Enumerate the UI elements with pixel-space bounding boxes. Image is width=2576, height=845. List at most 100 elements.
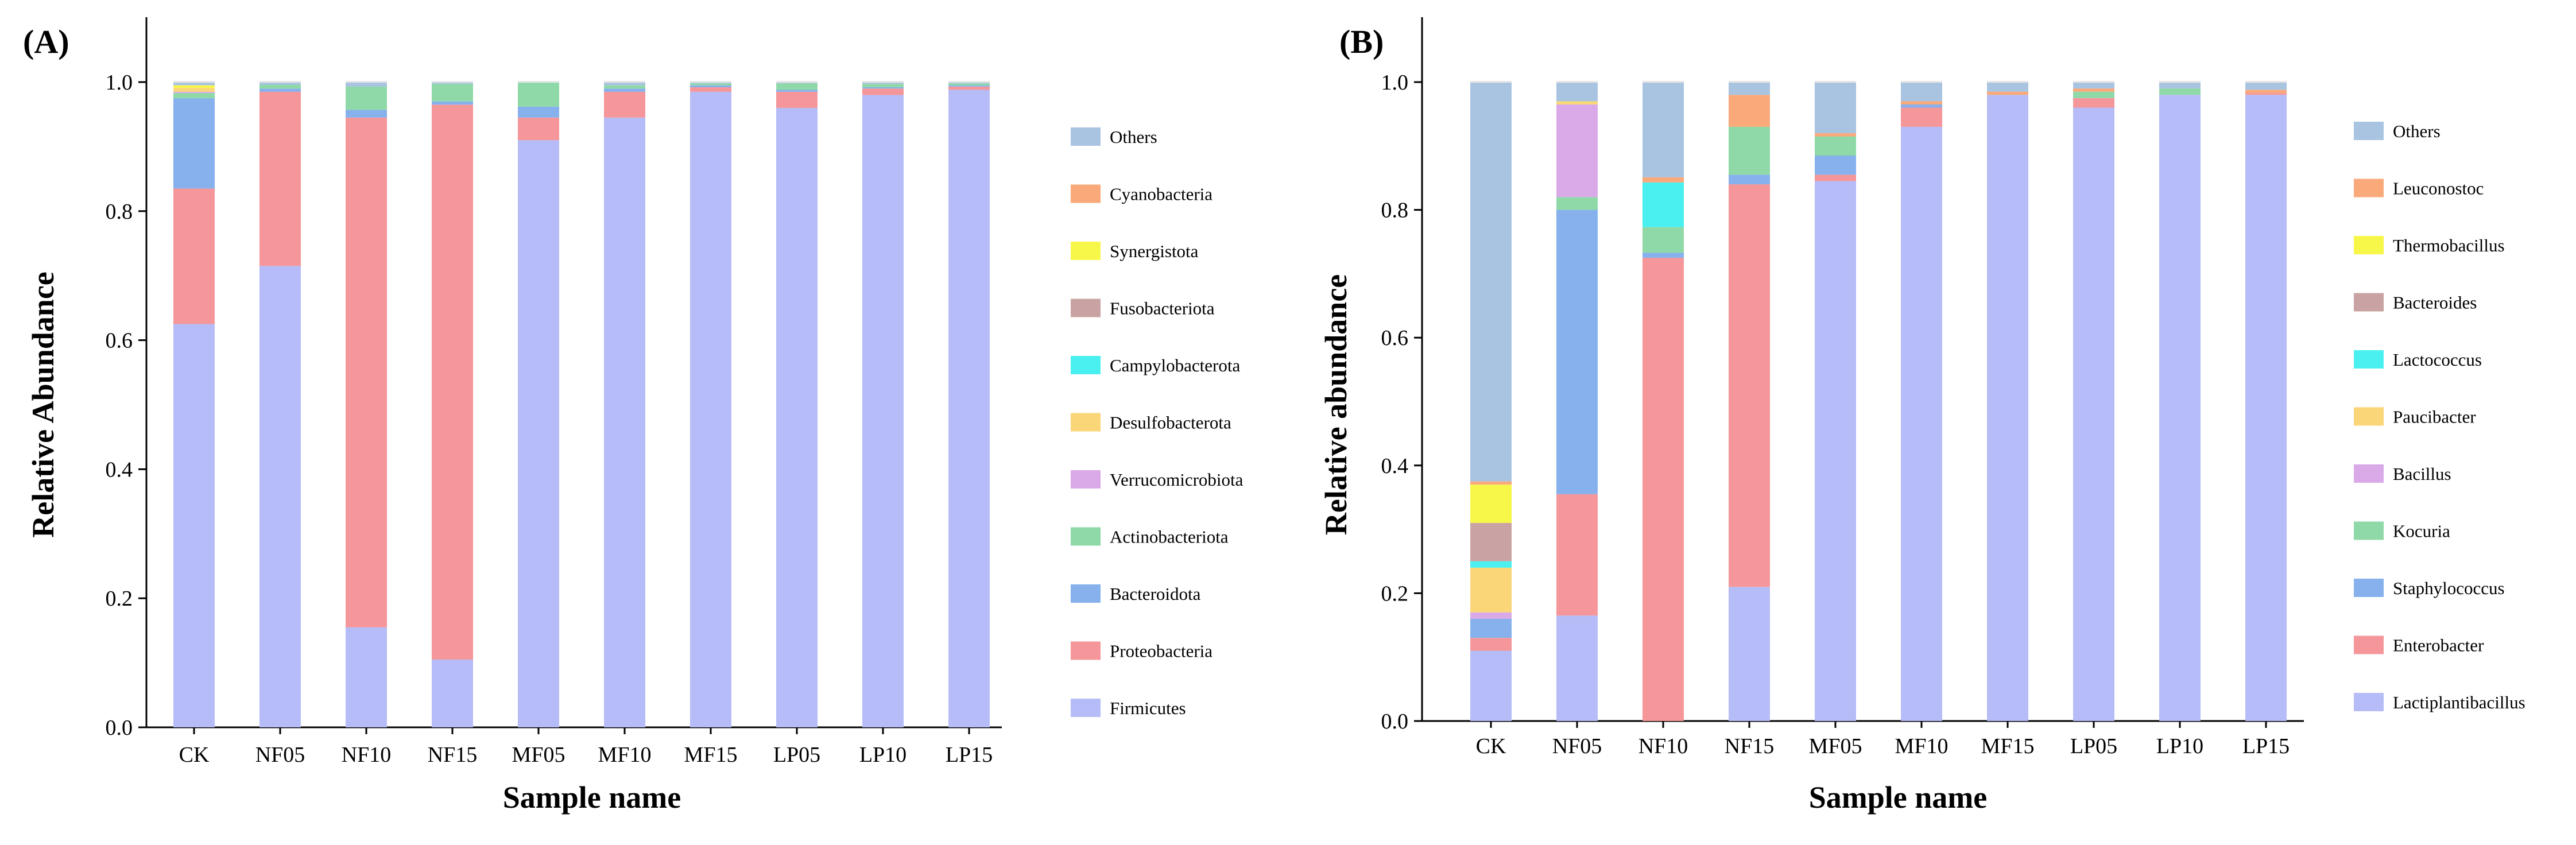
x-tick-label: MF10 <box>1895 734 1949 758</box>
bar-leuconostoc-nf15 <box>1729 95 1770 127</box>
bar-actinobacteriota-nf10 <box>346 86 387 110</box>
bar-others-lp05 <box>2073 82 2114 89</box>
bar-desulfobacterota-ck <box>173 88 215 92</box>
bar-bacillus-nf05 <box>1556 104 1598 197</box>
bar-enterobacter-mf05 <box>1815 175 1856 181</box>
y-tick-label: 0.2 <box>106 587 133 611</box>
bar-proteobacteria-mf10 <box>604 91 645 118</box>
x-axis-title: Sample name <box>503 780 681 815</box>
legend: Others Cyanobacteria Synergistota Fusobacte… <box>1071 127 1244 718</box>
bar-top-edge <box>346 81 387 83</box>
bar-top-edge <box>1470 81 1512 83</box>
bar-top-edge <box>432 81 473 83</box>
bar-others-mf10 <box>1901 82 1942 102</box>
bar-stack-mf15 <box>690 81 731 728</box>
bar-enterobacter-ck <box>1470 638 1512 651</box>
legend-item-lactococcus: Lactococcus <box>2354 350 2482 370</box>
bar-others-ck <box>1470 82 1512 482</box>
bar-others-nf10 <box>346 82 387 87</box>
bar-kocuria-lp05 <box>2073 91 2114 98</box>
bar-stack-mf10 <box>604 81 645 727</box>
bar-staphylococcus-nf15 <box>1729 175 1770 185</box>
bar-kocuria-nf05 <box>1556 197 1598 210</box>
bar-stack-mf15 <box>1987 81 2028 721</box>
panel-b: (B) 0.0 0.2 0.4 0.6 0.8 1.0 CK NF05 NF10 NF15 MF05 M… <box>1319 17 2525 815</box>
bar-bacteroidota-lp10 <box>862 87 904 89</box>
bar-firmicutes-ck <box>173 324 215 727</box>
bar-firmicutes-mf15 <box>690 91 731 728</box>
bar-others-lp10 <box>2159 82 2201 89</box>
legend-swatch <box>2354 635 2384 654</box>
x-tick-label: NF10 <box>342 743 392 767</box>
bar-others-nf05 <box>1556 82 1598 102</box>
bar-proteobacteria-mf05 <box>518 117 559 141</box>
legend-swatch <box>2354 236 2384 254</box>
bar-paucibacter-nf05 <box>1556 101 1598 104</box>
x-tick-label: NF10 <box>1638 734 1688 758</box>
legend-item-bacillus: Bacillus <box>2354 464 2451 484</box>
bar-bacteroidota-mf15 <box>690 85 731 87</box>
bar-top-edge <box>604 81 645 83</box>
bar-lactiplantibacillus-mf15 <box>1987 95 2028 721</box>
legend-swatch <box>1071 356 1101 374</box>
legend-item-campylobacterota: Campylobacterota <box>1071 355 1240 375</box>
legend-item-leuconostoc: Leuconostoc <box>2354 179 2484 199</box>
bar-bacteroidota-nf10 <box>346 110 387 118</box>
bar-staphylococcus-mf05 <box>1815 155 1856 175</box>
bar-bacteroidota-lp05 <box>776 90 818 92</box>
bar-bacteroides-ck <box>1470 522 1512 561</box>
legend-swatch <box>1071 413 1101 432</box>
legend-item-others: Others <box>2354 121 2441 141</box>
bar-others-lp05 <box>776 82 818 84</box>
bar-top-edge <box>862 81 904 83</box>
bar-thermobacillus-ck <box>1470 484 1512 523</box>
bar-stack-mf10 <box>1901 81 1942 721</box>
bar-stack-nf10 <box>346 81 387 727</box>
bar-top-edge <box>2159 81 2201 83</box>
bar-others-nf10 <box>1643 82 1684 177</box>
legend-label: Kocuria <box>2393 521 2450 541</box>
bar-leuconostoc-mf15 <box>1987 91 2028 95</box>
legend: Others Leuconostoc Thermobacillus Bacteroid… <box>2354 121 2525 712</box>
bar-top-edge <box>1643 81 1684 83</box>
bar-firmicutes-lp05 <box>776 107 818 728</box>
bar-stack-nf05 <box>1556 81 1598 721</box>
bar-lactiplantibacillus-nf15 <box>1729 587 1770 721</box>
legend-item-paucibacter: Paucibacter <box>2354 407 2476 427</box>
y-tick-label: 0.6 <box>106 329 133 353</box>
bar-stack-lp15 <box>2245 81 2287 721</box>
bar-proteobacteria-nf10 <box>346 117 387 627</box>
legend-item-kocuria: Kocuria <box>2354 521 2450 541</box>
legend-swatch <box>1071 641 1101 660</box>
bar-actinobacteriota-lp15 <box>948 83 990 86</box>
legend-swatch <box>1071 527 1101 546</box>
bar-actinobacteriota-mf15 <box>690 83 731 86</box>
bar-proteobacteria-nf15 <box>432 104 473 660</box>
legend-item-others: Others <box>1071 127 1157 147</box>
panel-a: (A) 0.0 0.2 0.4 0.6 0.8 1.0 CK NF05 NF10 NF15 MF05 M… <box>23 17 1244 815</box>
legend-swatch <box>2354 407 2384 426</box>
bar-bacteroidota-lp15 <box>948 85 990 87</box>
y-axis-title: Relative Abundance <box>26 272 60 538</box>
bar-others-nf15 <box>1729 82 1770 95</box>
x-tick-label: CK <box>1476 734 1506 758</box>
legend-swatch <box>1071 184 1101 203</box>
bar-lactococcus-nf10 <box>1643 182 1684 227</box>
legend-label: Verrucomicrobiota <box>1110 470 1244 490</box>
legend-label: Campylobacterota <box>1110 355 1240 375</box>
x-tick-label: NF05 <box>1552 734 1602 758</box>
bar-others-mf15 <box>690 82 731 84</box>
bar-others-mf05 <box>1815 82 1856 134</box>
bar-kocuria-mf05 <box>1815 136 1856 156</box>
bar-staphylococcus-nf10 <box>1643 253 1684 258</box>
bar-stack-nf05 <box>259 81 301 728</box>
bar-staphylococcus-mf10 <box>1901 104 1942 108</box>
legend-item-bacteroides: Bacteroides <box>2354 293 2477 313</box>
bar-enterobacter-nf05 <box>1556 494 1598 616</box>
y-tick-label: 0.2 <box>1381 582 1409 606</box>
y-tick-label: 1.0 <box>106 71 133 95</box>
bar-actinobacteriota-mf10 <box>604 85 645 89</box>
bar-leuconostoc-mf10 <box>1901 101 1942 104</box>
legend-item-verrucomicrobiota: Verrucomicrobiota <box>1071 470 1244 490</box>
